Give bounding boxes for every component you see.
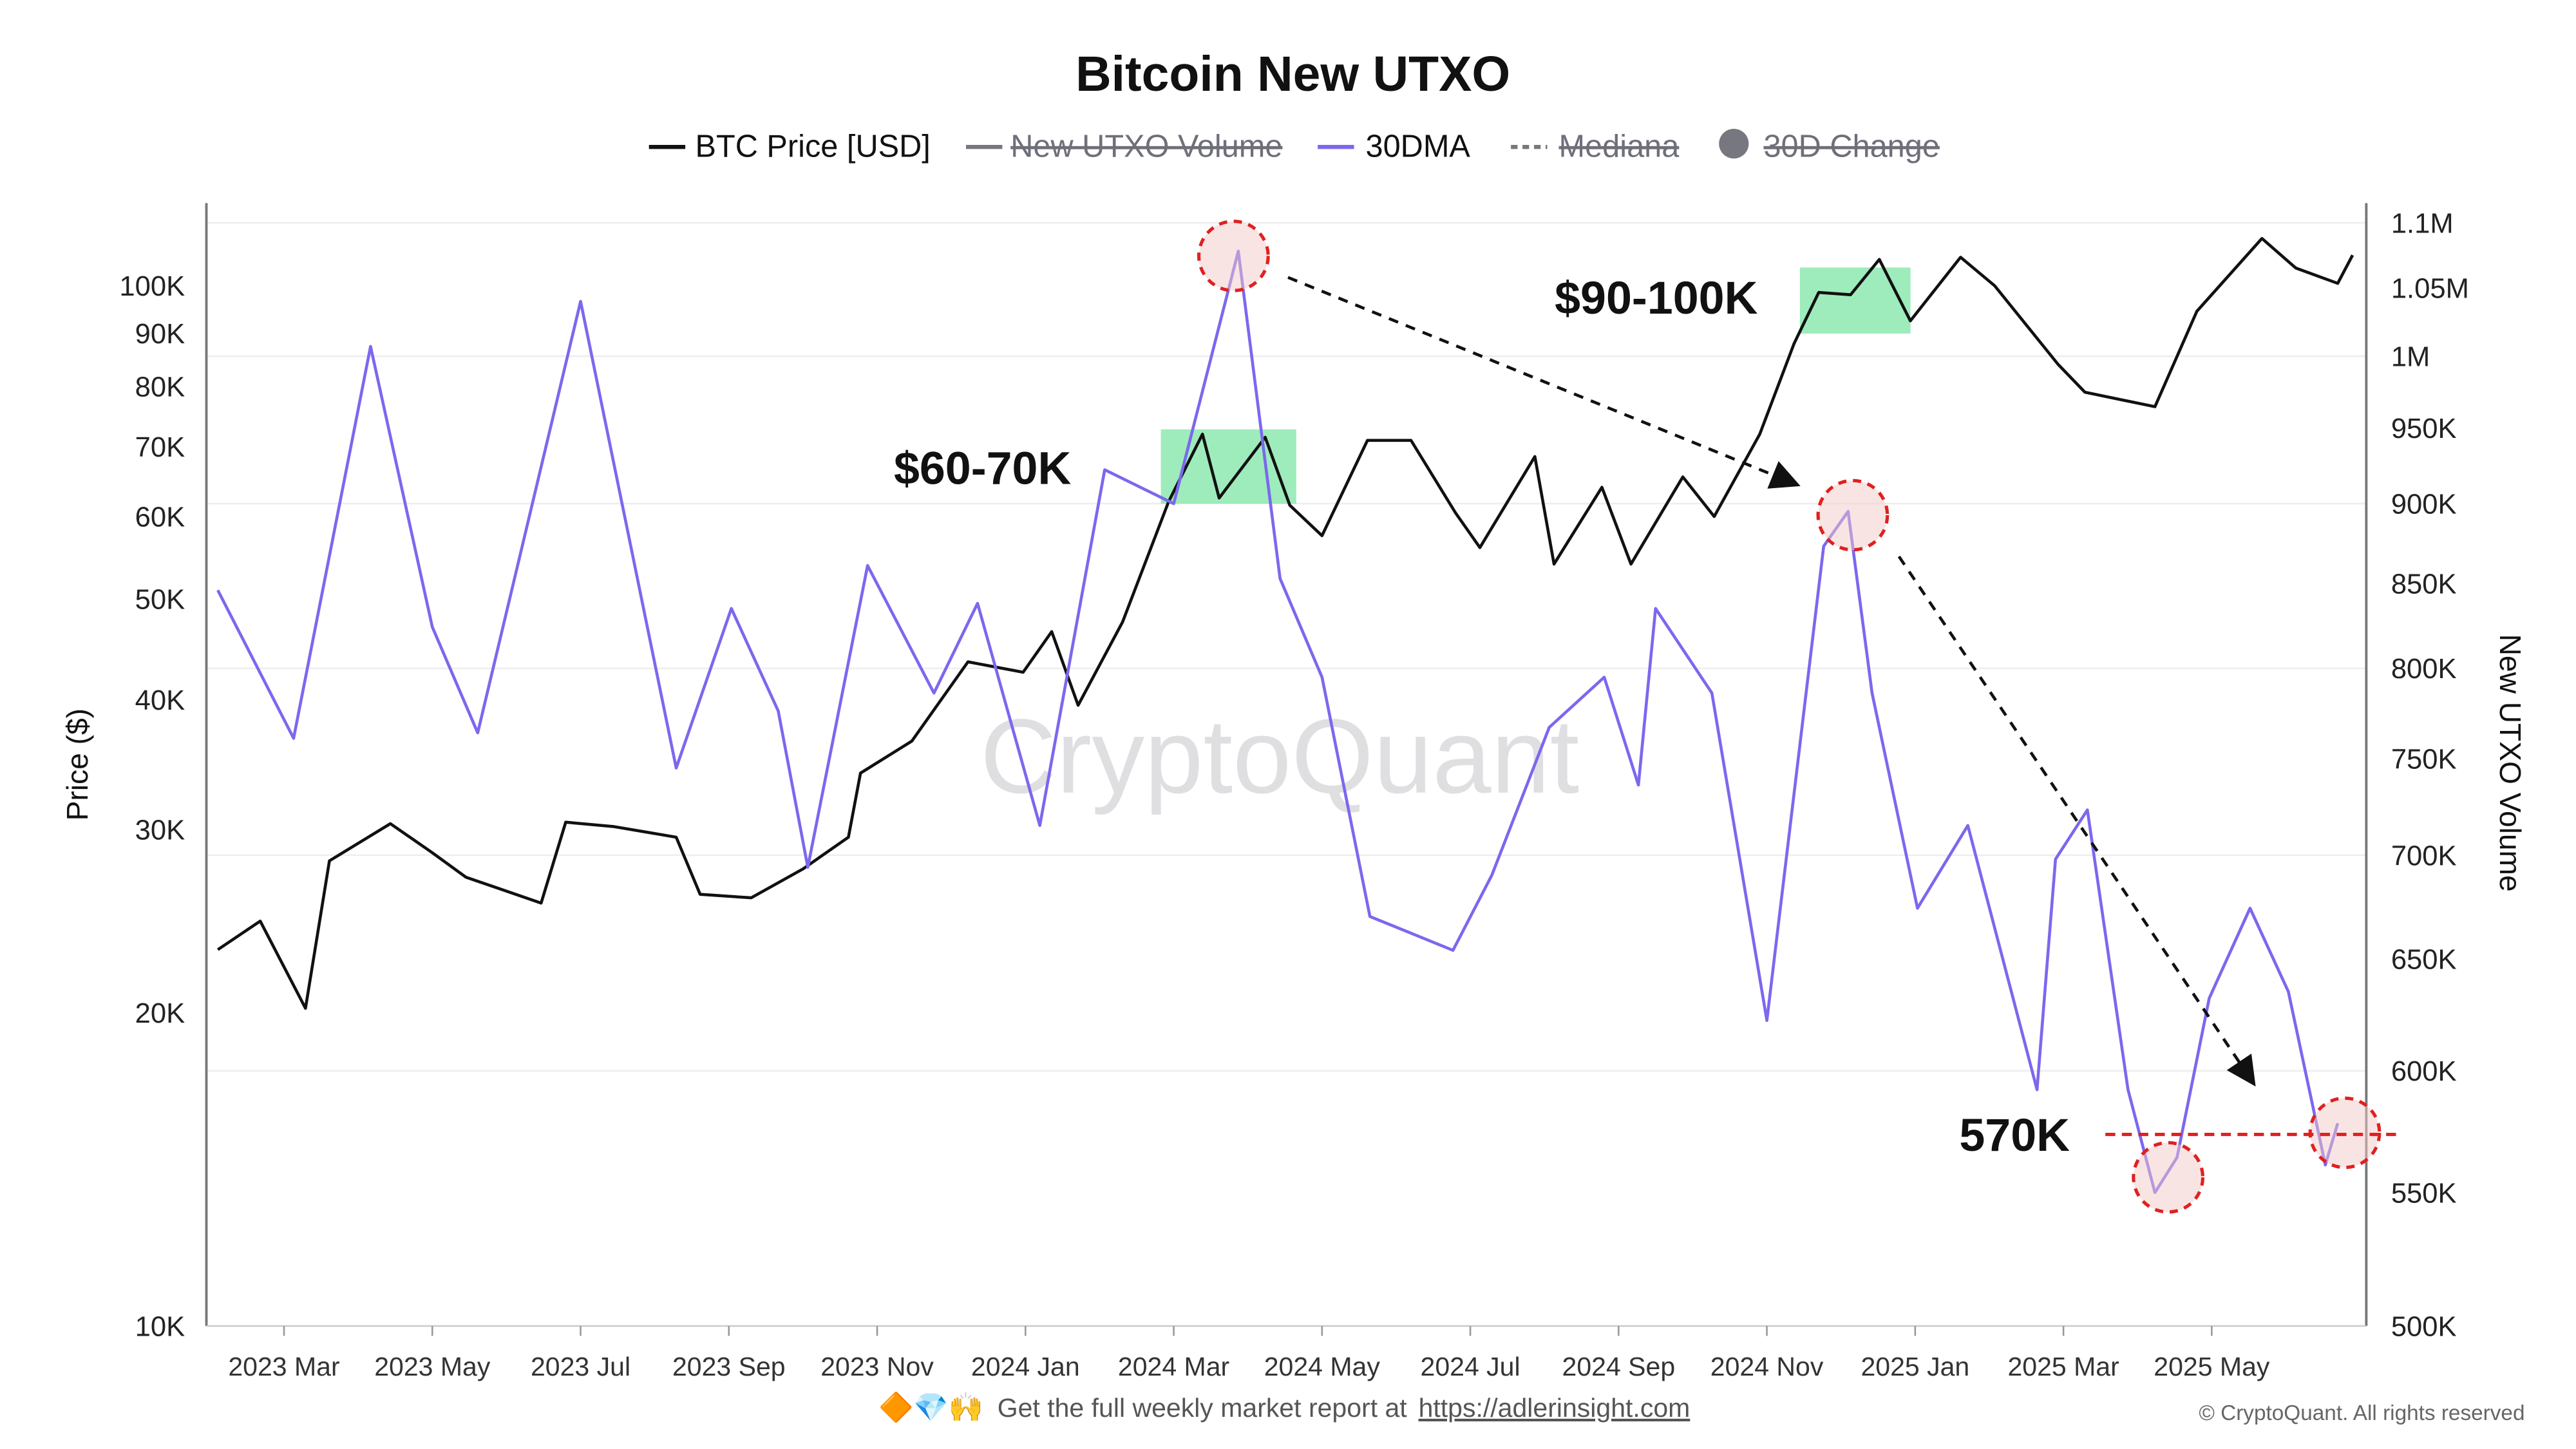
x-tick-label: 2024 May [1264, 1352, 1381, 1381]
left-axis-ticks: 10K 20K 30K 40K 50K 60K 70K 80K 90K 100K [119, 271, 185, 1342]
x-tick-label: 2025 May [2154, 1352, 2270, 1381]
right-tick-label: 550K [2391, 1178, 2457, 1209]
legend-label: 30DMA [1366, 129, 1471, 164]
right-tick-label: 500K [2391, 1311, 2457, 1342]
x-tick-label: 2023 Sep [672, 1352, 786, 1381]
trend-arrow [1897, 555, 2256, 1087]
left-tick-label: 20K [135, 998, 185, 1029]
x-tick-label: 2024 Jul [1421, 1352, 1520, 1381]
left-axis-title: Price ($) [61, 708, 94, 820]
legend: BTC Price [USD] New UTXO Volume 30DMA Me… [649, 129, 1940, 164]
left-tick-label: 10K [135, 1311, 185, 1342]
right-tick-label: 800K [2391, 654, 2457, 685]
x-tick-label: 2023 May [374, 1352, 491, 1381]
x-tick-label: 2025 Jan [1861, 1352, 1969, 1381]
right-tick-label: 900K [2391, 489, 2457, 520]
left-tick-label: 50K [135, 584, 185, 615]
x-tick-label: 2025 Mar [2007, 1352, 2119, 1381]
legend-label: BTC Price [USD] [695, 129, 930, 164]
series-line-btc-price-usd- [216, 236, 2354, 1010]
legend-item-30d-change[interactable]: 30D Change [1719, 129, 1940, 164]
legend-item-mediana[interactable]: Mediana [1511, 129, 1680, 164]
series-line-30dma [216, 249, 2340, 1195]
right-axis-title: New UTXO Volume [2494, 634, 2527, 892]
right-tick-label: 850K [2391, 569, 2457, 600]
legend-item-new-utxo-volume[interactable]: New UTXO Volume [966, 129, 1282, 164]
copyright: © CryptoQuant. All rights reserved [2199, 1401, 2524, 1425]
annotations: $60-70K $90-100K 570K [894, 220, 2398, 1214]
footer-text: Get the full weekly market report at [998, 1393, 1408, 1423]
legend-item-30dma[interactable]: 30DMA [1318, 129, 1470, 164]
x-axis-ticks: 2023 Mar 2023 May 2023 Jul 2023 Sep 2023 Nov… [228, 1325, 2270, 1381]
right-tick-label: 600K [2391, 1056, 2457, 1087]
legend-label: 30D Change [1763, 129, 1939, 164]
highlight-box-90-100k [1799, 267, 1911, 334]
left-tick-label: 90K [135, 319, 185, 350]
annotation-label-60-70k: $60-70K [894, 442, 1072, 494]
right-tick-label: 1.05M [2391, 273, 2469, 304]
left-tick-label: 60K [135, 502, 185, 533]
legend-label: Mediana [1559, 129, 1680, 164]
series-layer [216, 236, 2354, 1195]
right-tick-label: 1.1M [2391, 208, 2454, 239]
right-tick-label: 650K [2391, 944, 2457, 975]
x-tick-label: 2023 Mar [228, 1352, 339, 1381]
right-tick-label: 1M [2391, 341, 2430, 372]
left-tick-label: 70K [135, 432, 185, 463]
highlight-circle [2132, 1141, 2205, 1214]
x-tick-label: 2023 Nov [820, 1352, 934, 1381]
watermark: CryptoQuant [980, 697, 1579, 815]
x-tick-label: 2024 Jan [971, 1352, 1080, 1381]
chart-title: Bitcoin New UTXO [1075, 46, 1510, 102]
right-tick-label: 750K [2391, 744, 2457, 775]
right-axis-ticks: 500K 550K 600K 650K 700K 750K 800K 850K 900K 950K… [2391, 208, 2469, 1342]
x-tick-label: 2024 Nov [1710, 1352, 1824, 1381]
legend-label: New UTXO Volume [1010, 129, 1282, 164]
left-tick-label: 100K [119, 271, 185, 302]
x-tick-label: 2023 Jul [531, 1352, 630, 1381]
x-tick-label: 2024 Sep [1562, 1352, 1676, 1381]
highlight-circle [1816, 478, 1889, 552]
right-tick-label: 700K [2391, 840, 2457, 871]
left-tick-label: 30K [135, 815, 185, 846]
left-tick-label: 40K [135, 685, 185, 716]
right-tick-label: 950K [2391, 413, 2457, 444]
left-tick-label: 80K [135, 372, 185, 403]
highlight-circle [1197, 220, 1270, 292]
x-tick-label: 2024 Mar [1118, 1352, 1229, 1381]
footer-emojis: 🔶💎🙌 [878, 1391, 983, 1423]
annotation-label-90-100k: $90-100K [1555, 272, 1757, 324]
footer-link[interactable]: https://adlerinsight.com [1419, 1393, 1690, 1423]
trend-arrow [1287, 276, 1801, 489]
legend-item-btc-price[interactable]: BTC Price [USD] [649, 129, 931, 164]
annotation-label-570k: 570K [1959, 1110, 2070, 1161]
footer: 🔶💎🙌 Get the full weekly market report at… [878, 1391, 2524, 1425]
